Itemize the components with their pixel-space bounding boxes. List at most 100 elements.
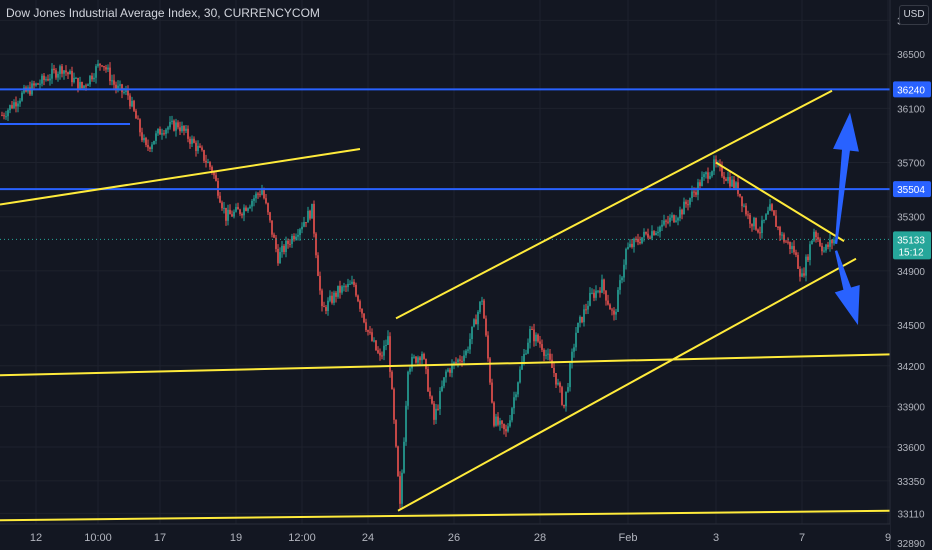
time-tick-label: 10:00 [84, 532, 112, 544]
candle-body [403, 441, 405, 473]
candle-body [429, 391, 431, 397]
candle-body [317, 255, 319, 276]
candle-body [649, 237, 651, 239]
candle-body [531, 329, 533, 331]
candle-body [253, 198, 255, 201]
candle-body [361, 308, 363, 314]
candle-body [555, 373, 557, 385]
candle-body [467, 349, 469, 351]
candle-body [819, 239, 821, 246]
candle-body [225, 207, 227, 221]
candle-body [293, 235, 295, 240]
candle-body [795, 252, 797, 255]
candle-body [561, 387, 563, 405]
candle-body [827, 244, 829, 247]
candle-body [557, 382, 559, 385]
candle-body [127, 90, 129, 96]
candle-body [447, 369, 449, 372]
candle-body [377, 350, 379, 353]
candle-body [285, 240, 287, 252]
candle-body [141, 132, 143, 141]
candle-body [395, 419, 397, 447]
candle-body [75, 77, 77, 79]
candle-body [567, 387, 569, 392]
candle-body [501, 420, 503, 424]
candle-body [667, 221, 669, 223]
time-tick-label: 12:00 [288, 532, 316, 544]
grid [0, 0, 890, 544]
candle-body [117, 85, 119, 90]
candle-body [695, 192, 697, 195]
candle-body [441, 386, 443, 391]
candle-body [529, 329, 531, 343]
time-axis-bg [0, 524, 890, 550]
candle-body [137, 118, 139, 120]
candle-body [189, 138, 191, 144]
candle-body [641, 237, 643, 244]
candle-body [111, 80, 113, 82]
candle-body [509, 420, 511, 427]
candle-body [647, 233, 649, 238]
candle-body [221, 202, 223, 209]
candle-body [275, 237, 277, 249]
candle-body [615, 311, 617, 315]
price-tick-label: 35300 [897, 213, 925, 224]
candle-body [7, 110, 9, 117]
candle-body [753, 217, 755, 227]
candle-body [219, 195, 221, 203]
candle-body [407, 371, 409, 406]
candle-body [239, 209, 241, 214]
candle-body [129, 95, 131, 107]
candle-body [749, 215, 751, 224]
candle-body [35, 83, 37, 86]
candle-body [179, 127, 181, 132]
candle-body [19, 100, 21, 104]
candle-body [689, 198, 691, 205]
candle-body [131, 100, 133, 107]
candle-body [777, 226, 779, 228]
candle-body [47, 79, 49, 81]
candle-body [645, 231, 647, 234]
time-tick-label: Feb [619, 532, 638, 544]
candle-body [123, 91, 125, 93]
candle-body [679, 209, 681, 219]
candle-body [709, 175, 711, 179]
candle-body [85, 85, 87, 87]
candle-body [761, 220, 763, 234]
candle-body [355, 284, 357, 296]
candle-body [43, 75, 45, 80]
currency-button[interactable]: USD [899, 5, 929, 25]
candle-body [15, 102, 17, 107]
candle-body [479, 301, 481, 312]
candle-body [663, 220, 665, 225]
candle-body [483, 300, 485, 319]
candle-body [633, 238, 635, 247]
candle-body [477, 311, 479, 325]
candle-body [199, 145, 201, 148]
candle-body [583, 309, 585, 323]
candle-body [811, 240, 813, 245]
candle-body [175, 122, 177, 131]
time-tick-label: 26 [448, 532, 460, 544]
candle-body [763, 219, 765, 221]
candle-body [87, 84, 89, 86]
candle-body [97, 63, 99, 67]
time-tick-label: 12 [30, 532, 42, 544]
candle-body [1, 115, 3, 117]
candle-body [91, 75, 93, 80]
candle-body [631, 243, 633, 247]
candle-body [191, 138, 193, 144]
price-label-box [893, 181, 931, 198]
candle-body [729, 177, 731, 187]
candle-body [457, 359, 459, 363]
candle-body [345, 286, 347, 288]
candle-body [49, 78, 51, 81]
price-tick-label: 36500 [897, 50, 925, 61]
candle-body [147, 144, 149, 148]
price-axis: 3675036500361003570035300349003450034200… [889, 0, 932, 550]
candle-body [265, 198, 267, 204]
candle-body [321, 290, 323, 307]
candle-body [497, 416, 499, 425]
